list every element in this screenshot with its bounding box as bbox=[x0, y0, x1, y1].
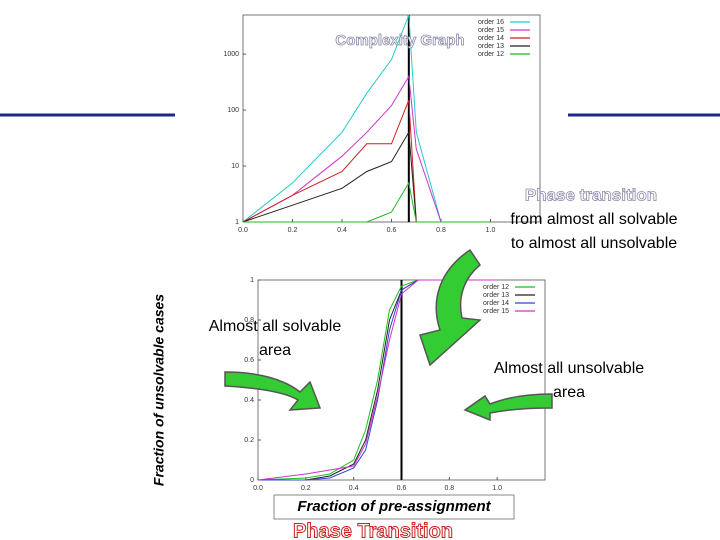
legend-label: order 12 bbox=[478, 51, 504, 58]
series-line bbox=[242, 130, 491, 223]
legend-label: order 15 bbox=[483, 308, 509, 315]
x-tick-label: 0.4 bbox=[337, 227, 347, 234]
legend-label: order 12 bbox=[483, 284, 509, 291]
series-line bbox=[257, 279, 498, 481]
right-arrow bbox=[463, 393, 553, 422]
x-tick-label: 0.6 bbox=[397, 485, 407, 492]
y-tick-label: 1000 bbox=[223, 51, 239, 58]
x-axis-title: Fraction of pre-assignment bbox=[297, 498, 491, 515]
y-tick-label: 100 bbox=[227, 107, 239, 114]
transition-detail: to almost all unsolvable bbox=[511, 235, 677, 252]
x-tick-label: 0.6 bbox=[387, 227, 397, 234]
solvable-label: area bbox=[259, 342, 291, 359]
y-tick-label: 0.4 bbox=[244, 397, 254, 404]
legend-label: order 13 bbox=[478, 43, 504, 50]
series-line bbox=[243, 181, 491, 223]
y-tick-label: 0.2 bbox=[244, 437, 254, 444]
unsolvable-label: area bbox=[553, 384, 585, 401]
y-tick-label: 10 bbox=[231, 163, 239, 170]
x-tick-label: 0.0 bbox=[253, 485, 263, 492]
x-tick-label: 1.0 bbox=[486, 227, 496, 234]
x-tick-label: 0.8 bbox=[444, 485, 454, 492]
legend-label: order 15 bbox=[478, 27, 504, 34]
legend-label: order 14 bbox=[478, 35, 504, 42]
y-tick-label: 0 bbox=[250, 477, 254, 484]
x-tick-label: 0.2 bbox=[288, 227, 298, 234]
unsolvable-label: Almost all unsolvable bbox=[494, 360, 644, 377]
x-tick-label: 0.8 bbox=[436, 227, 446, 234]
legend-label: order 14 bbox=[483, 300, 509, 307]
series-line bbox=[242, 14, 491, 223]
transition-detail: from almost all solvable bbox=[510, 211, 677, 228]
series-line bbox=[242, 100, 491, 223]
x-tick-label: 0.0 bbox=[238, 227, 248, 234]
y-tick-label: 1 bbox=[250, 277, 254, 284]
left-arrow bbox=[224, 371, 322, 411]
y-tick-label: 0.6 bbox=[244, 357, 254, 364]
x-tick-label: 0.2 bbox=[301, 485, 311, 492]
y-tick-label: 1 bbox=[235, 219, 239, 226]
solvable-label: Almost all solvable bbox=[209, 318, 342, 335]
x-tick-label: 0.4 bbox=[349, 485, 359, 492]
series-line bbox=[242, 74, 491, 223]
y-tick-label: 0.8 bbox=[244, 317, 254, 324]
transition-arrow bbox=[419, 248, 482, 367]
y-axis-title: Fraction of unsolvable cases bbox=[151, 294, 167, 486]
legend-label: order 13 bbox=[483, 292, 509, 299]
x-axis-title-box bbox=[273, 494, 515, 520]
chart-title: Complexity Graph bbox=[335, 32, 464, 49]
transition-title: Phase transition bbox=[525, 185, 657, 204]
legend-label: order 16 bbox=[478, 19, 504, 26]
footer-title: Phase Transition bbox=[293, 520, 453, 540]
x-tick-label: 1.0 bbox=[492, 485, 502, 492]
